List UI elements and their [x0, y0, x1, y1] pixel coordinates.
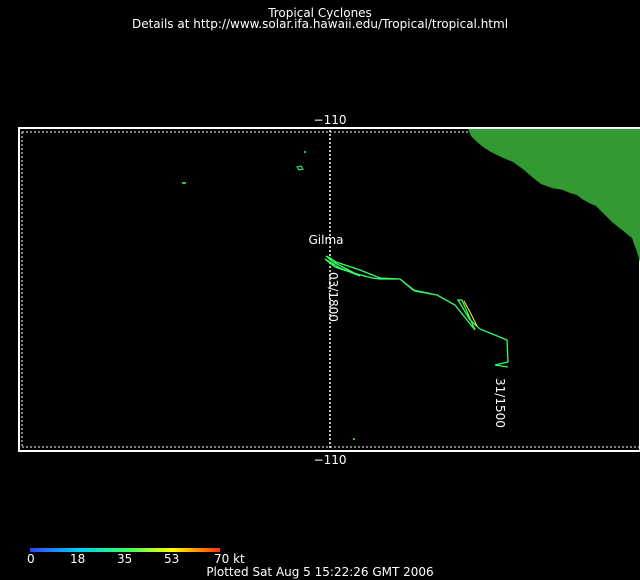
map-frame [18, 127, 640, 452]
time-label-end: 31/1500 [493, 378, 507, 428]
intensity-colorbar [30, 548, 220, 552]
colorbar-tick-0: 0 [27, 552, 35, 566]
colorbar-tick-70: 70 kt [214, 552, 245, 566]
details-url: Details at http://www.solar.ifa.hawaii.e… [131, 17, 509, 31]
plotted-timestamp: Plotted Sat Aug 5 15:22:26 GMT 2006 [206, 565, 434, 579]
storm-name-label: Gilma [308, 233, 343, 247]
map-title: Tropical Cyclones [268, 6, 372, 20]
storm-track-intense-segment [463, 300, 478, 327]
island [296, 165, 304, 171]
colorbar-tick-35: 35 [117, 552, 133, 566]
storm-track [324, 255, 509, 368]
land-mass [468, 129, 640, 262]
longitude-label-top: −110 [314, 113, 347, 127]
colorbar-tick-53: 53 [164, 552, 180, 566]
colorbar-tick-18: 18 [70, 552, 86, 566]
longitude-label-bottom: −110 [314, 453, 347, 467]
time-label-start: 03/1800 [326, 272, 340, 322]
